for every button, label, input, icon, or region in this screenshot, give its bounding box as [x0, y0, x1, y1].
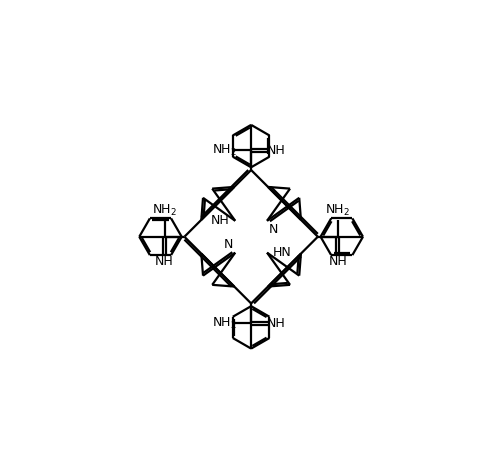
Text: NH: NH: [267, 317, 285, 330]
Text: NH: NH: [210, 214, 229, 227]
Text: NH: NH: [155, 255, 174, 268]
Text: NH$_2$: NH$_2$: [212, 143, 237, 158]
Text: NH: NH: [267, 144, 285, 157]
Text: HN: HN: [273, 246, 292, 259]
Text: NH: NH: [328, 255, 347, 268]
Text: NH$_2$: NH$_2$: [152, 203, 177, 218]
Text: N: N: [269, 223, 278, 236]
Text: NH$_2$: NH$_2$: [325, 203, 350, 218]
Text: NH$_2$: NH$_2$: [212, 316, 237, 331]
Text: N: N: [224, 238, 233, 251]
